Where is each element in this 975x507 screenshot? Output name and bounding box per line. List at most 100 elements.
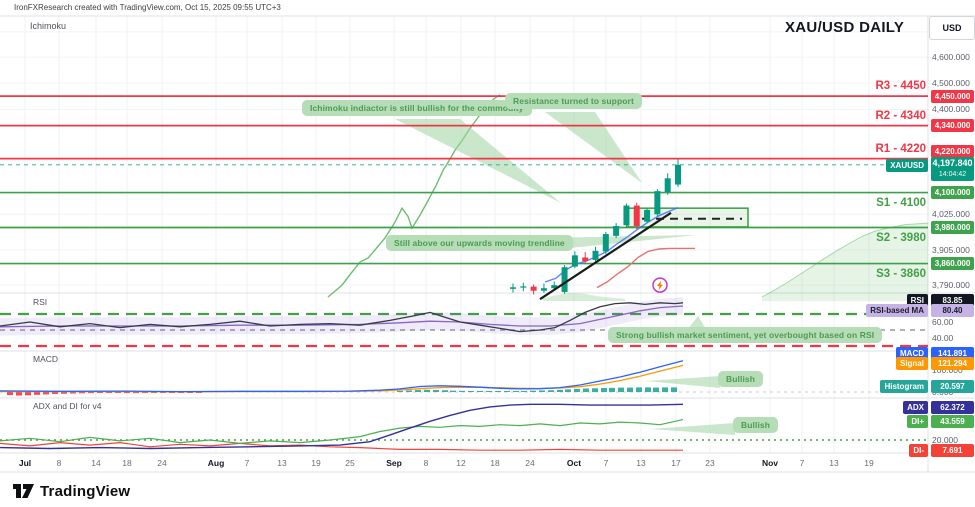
macd-signal-line bbox=[0, 364, 684, 393]
macd-histogram-bar bbox=[61, 392, 67, 394]
time-label: 23 bbox=[705, 458, 715, 468]
macd-histogram-bar bbox=[627, 387, 633, 392]
macd-histogram-bar bbox=[7, 392, 13, 396]
macd-histogram-bar bbox=[601, 388, 607, 392]
time-label: 13 bbox=[636, 458, 646, 468]
macd-histogram-bar bbox=[43, 392, 49, 395]
time-label: 19 bbox=[311, 458, 321, 468]
di-minus-line bbox=[0, 441, 683, 451]
time-label: 12 bbox=[456, 458, 466, 468]
macd-histogram-bar bbox=[442, 390, 448, 392]
candle-body bbox=[675, 164, 681, 185]
macd-histogram-bar bbox=[424, 389, 430, 392]
chart-title: XAU/USD DAILY bbox=[785, 19, 905, 36]
indicator-legend-ichimoku[interactable]: Ichimoku bbox=[30, 21, 67, 31]
macd-histogram-bar bbox=[34, 392, 40, 395]
macd-histogram-bar bbox=[178, 392, 184, 393]
candle-body bbox=[571, 255, 578, 267]
macd-histogram-bar bbox=[671, 387, 677, 392]
panel-label-adx[interactable]: ADX and DI for v4 bbox=[33, 401, 102, 411]
macd-histogram-bar bbox=[169, 392, 175, 393]
macd-histogram-bar bbox=[433, 390, 439, 392]
last-price-value: 4,197.840 bbox=[932, 158, 973, 168]
callout-wedge-adx bbox=[650, 423, 735, 435]
macd-histogram-bar bbox=[124, 392, 130, 394]
macd-histogram-bar bbox=[450, 390, 456, 392]
tradingview-logo[interactable]: TradingView bbox=[13, 483, 130, 500]
macd-histogram-bar bbox=[406, 390, 412, 392]
time-label: 18 bbox=[490, 458, 500, 468]
macd-histogram-bar bbox=[88, 392, 94, 394]
price-axis[interactable] bbox=[928, 16, 975, 453]
time-label: Jul bbox=[18, 458, 32, 468]
macd-histogram-bar bbox=[495, 391, 501, 392]
ichimoku-cloud-near bbox=[543, 292, 625, 301]
candle-body bbox=[654, 191, 661, 215]
time-label: 25 bbox=[345, 458, 355, 468]
time-label: 18 bbox=[122, 458, 132, 468]
annotation-trendline[interactable]: Still above our upwards moving trendline bbox=[386, 235, 573, 251]
macd-histogram-bar bbox=[106, 392, 112, 393]
macd-histogram-bar bbox=[97, 392, 103, 393]
macd-histogram-bar bbox=[609, 387, 615, 392]
annotation-macd-bullish[interactable]: Bullish bbox=[718, 371, 764, 387]
time-label: Oct bbox=[566, 458, 582, 468]
adx-line bbox=[0, 403, 684, 450]
kijun-line bbox=[596, 247, 695, 289]
candle-body bbox=[520, 286, 527, 288]
macd-histogram-bar bbox=[618, 387, 624, 392]
annotation-adx-bullish[interactable]: Bullish bbox=[733, 417, 779, 433]
time-label: 8 bbox=[56, 458, 62, 468]
macd-histogram-bar bbox=[548, 390, 554, 392]
macd-histogram-bar bbox=[530, 390, 536, 392]
callout-wedge-rsi bbox=[688, 316, 706, 329]
macd-histogram-bar bbox=[557, 389, 563, 392]
macd-histogram-bar bbox=[415, 390, 421, 392]
macd-histogram-bar bbox=[583, 388, 589, 392]
macd-histogram-bar bbox=[142, 392, 148, 393]
trendline bbox=[539, 211, 672, 301]
annotation-ichimoku-bullish[interactable]: Ichimoku indiactor is still bullish for … bbox=[302, 100, 532, 116]
symbol-badge[interactable]: XAUUSD bbox=[886, 159, 928, 172]
panel-label-rsi[interactable]: RSI bbox=[33, 297, 48, 307]
time-label: 19 bbox=[864, 458, 874, 468]
callout-wedge-resistance bbox=[545, 112, 642, 183]
tenkan-line bbox=[544, 206, 679, 283]
time-label: 24 bbox=[525, 458, 535, 468]
time-label: 17 bbox=[671, 458, 681, 468]
macd-histogram-bar bbox=[79, 392, 85, 394]
candle-body bbox=[644, 209, 651, 222]
time-axis[interactable]: Jul 8 14 18 24 Aug 7 13 19 25 Sep 8 12 18 24 Oct 7 13 17 23… bbox=[0, 453, 928, 472]
macd-histogram-bar bbox=[397, 390, 403, 392]
callout-wedge-ichimoku bbox=[395, 119, 561, 203]
candle-body bbox=[613, 226, 620, 236]
annotation-resistance-support[interactable]: Resistance turned to support bbox=[505, 93, 642, 109]
candle-body bbox=[592, 250, 599, 260]
macd-histogram-bar bbox=[25, 392, 31, 396]
panel-label-macd[interactable]: MACD bbox=[33, 354, 59, 364]
macd-histogram-bar bbox=[565, 389, 571, 392]
candle-body bbox=[664, 178, 671, 192]
candle-body bbox=[582, 257, 589, 262]
time-label: Aug bbox=[207, 458, 225, 468]
time-label: 24 bbox=[157, 458, 167, 468]
bar-countdown: 14:04:42 bbox=[938, 171, 967, 178]
macd-histogram-bar bbox=[662, 387, 668, 392]
macd-histogram-bar bbox=[653, 387, 659, 392]
macd-histogram-bar bbox=[160, 392, 166, 393]
time-label: 8 bbox=[423, 458, 429, 468]
macd-histogram-bar bbox=[70, 392, 76, 394]
time-label: 7 bbox=[603, 458, 609, 468]
lightning-bolt-icon bbox=[657, 280, 663, 291]
tradingview-logo-text: TradingView bbox=[40, 483, 131, 500]
macd-histogram-bar bbox=[477, 391, 483, 392]
candle-body bbox=[510, 287, 516, 289]
time-label: 14 bbox=[91, 458, 101, 468]
rsi-line bbox=[0, 302, 684, 333]
last-price-badge: 4,197.840 14:04:42 bbox=[931, 157, 974, 181]
currency-button[interactable]: USD bbox=[929, 16, 975, 40]
candle-body bbox=[623, 205, 630, 226]
di-plus-line bbox=[0, 419, 684, 445]
annotation-rsi-overbought[interactable]: Strong bullish market sentiment, yet ove… bbox=[608, 327, 883, 343]
